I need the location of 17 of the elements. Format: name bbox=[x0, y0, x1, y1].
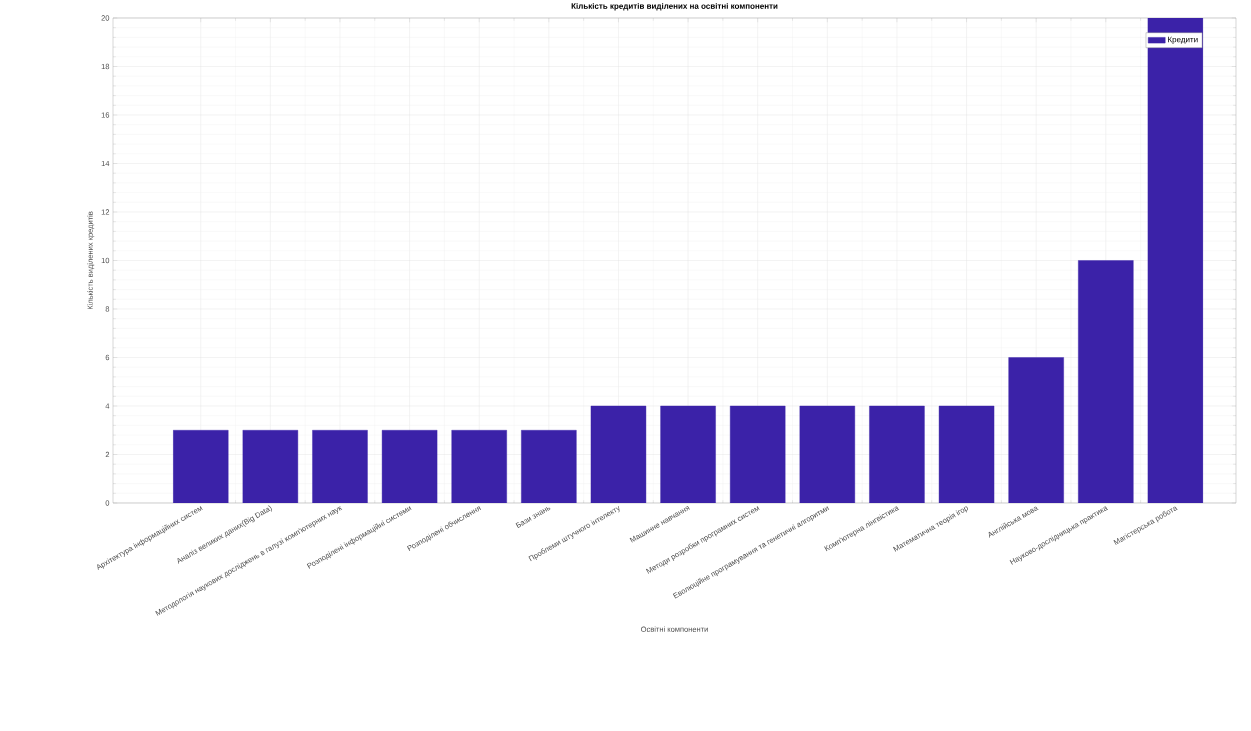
bar bbox=[799, 405, 856, 503]
bar bbox=[451, 430, 507, 503]
chart-title: Кількість кредитів виділених на освітні компоненти bbox=[571, 3, 778, 11]
bar bbox=[312, 430, 368, 503]
bar bbox=[521, 430, 577, 503]
bar bbox=[1078, 260, 1134, 503]
bar bbox=[660, 405, 716, 503]
bar bbox=[381, 430, 438, 503]
legend-label: Кредити bbox=[1168, 36, 1198, 44]
bar bbox=[1147, 18, 1204, 503]
bar bbox=[869, 405, 925, 503]
bar bbox=[1008, 357, 1064, 503]
bar bbox=[242, 430, 299, 503]
bar bbox=[730, 405, 786, 503]
bar bbox=[173, 430, 229, 503]
bar bbox=[938, 405, 995, 503]
bar bbox=[590, 405, 647, 503]
